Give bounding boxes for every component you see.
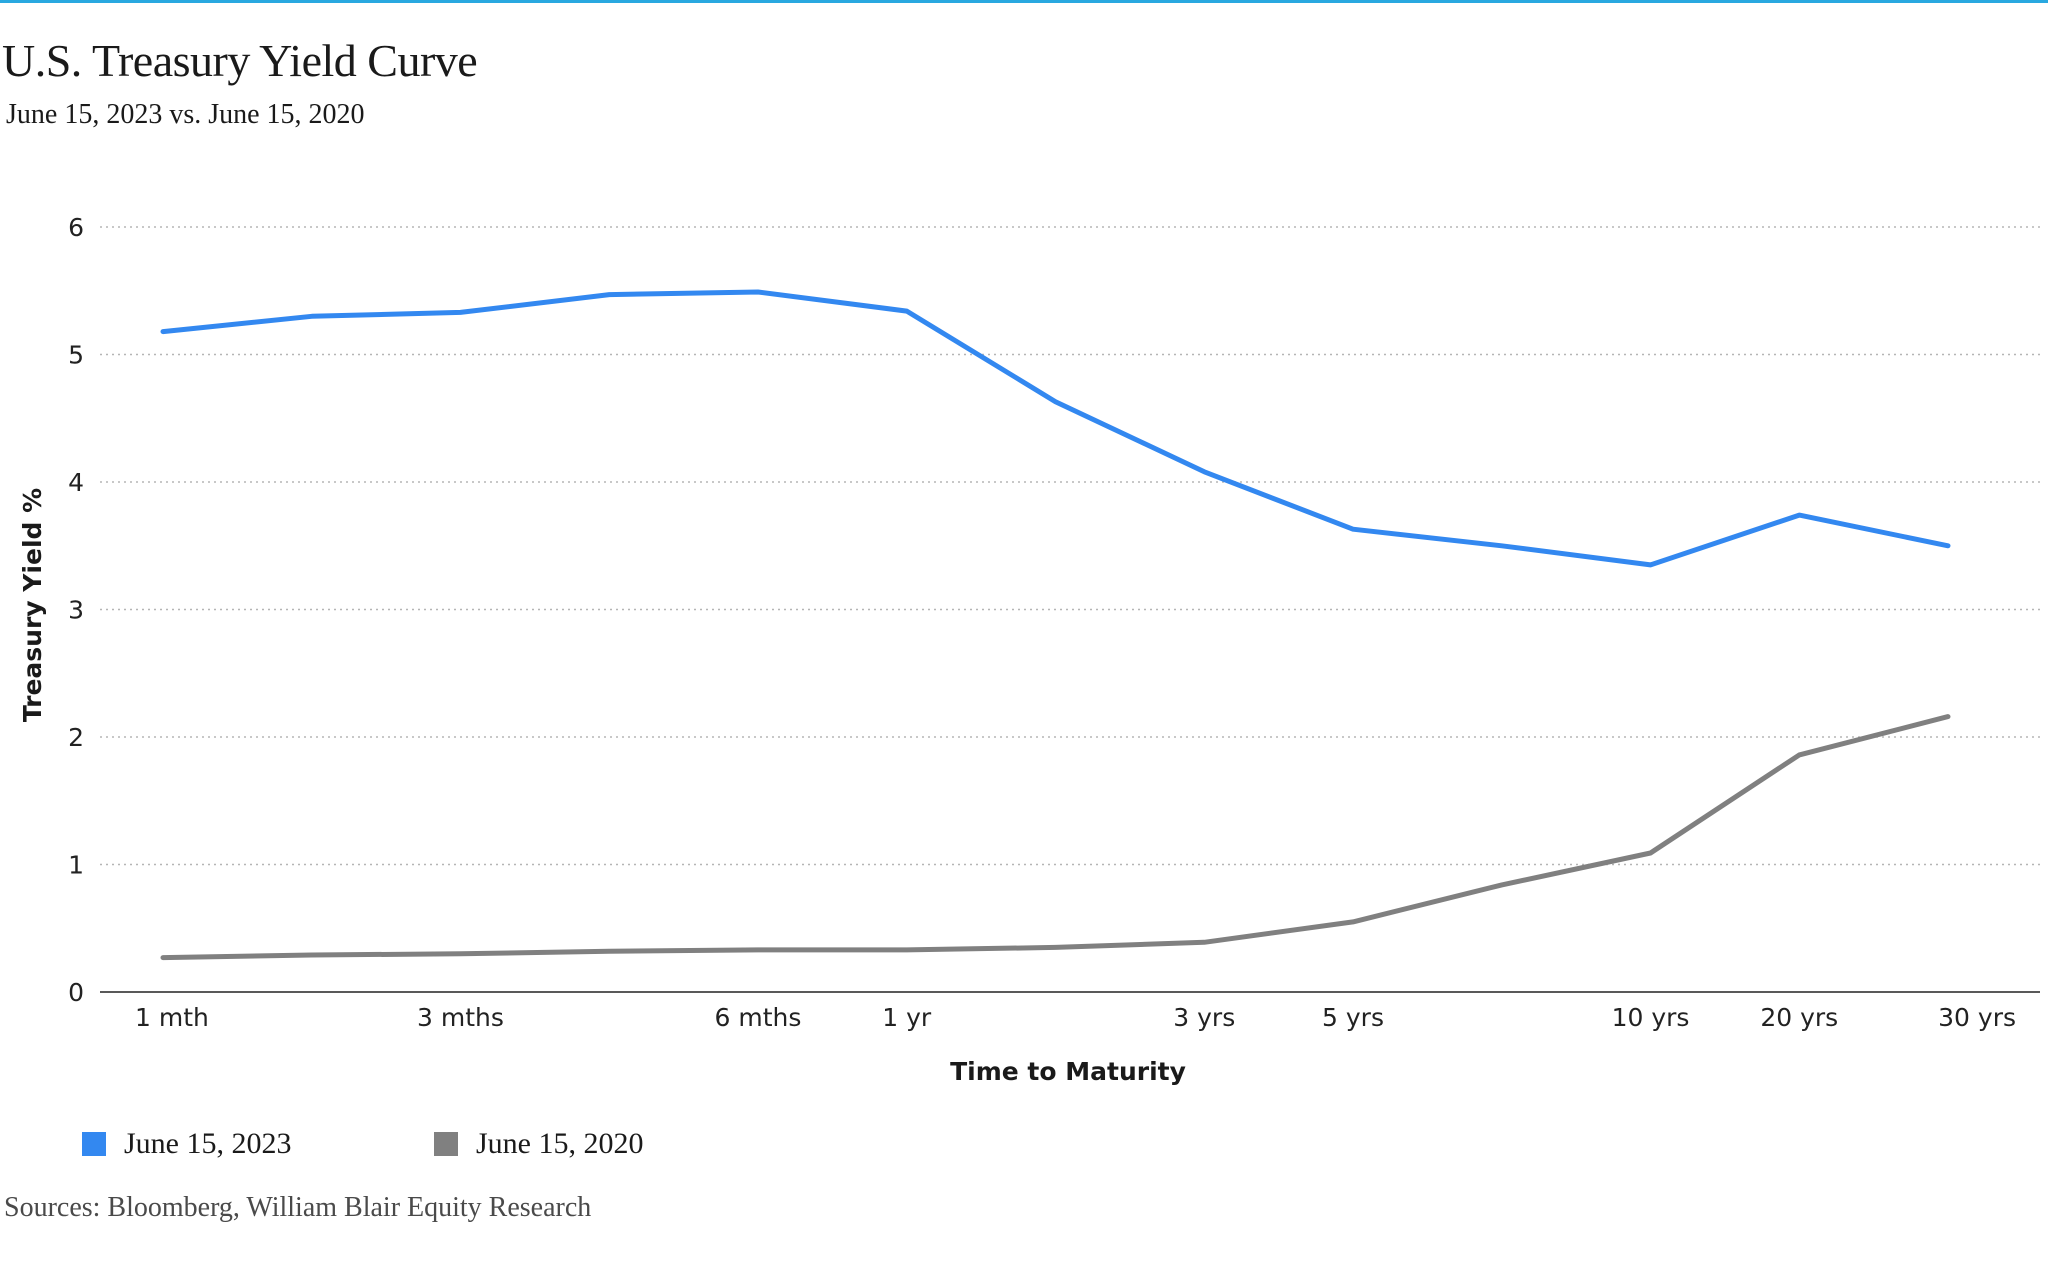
y-tick-label-6: 6 [68,213,84,242]
y-axis-title: Treasury Yield % [18,488,47,722]
x-axis-ticks: 1 mth 3 mths 6 mths 1 yr 3 yrs 5 yrs 10 yrs 20 … [135,1003,2016,1032]
chart-subtitle: June 15, 2023 vs. June 15, 2020 [6,99,365,130]
x-tick-label: 1 yr [882,1003,932,1032]
legend-item-2020: June 15, 2020 [434,1126,644,1162]
y-tick-label-3: 3 [68,596,84,625]
legend-swatch-2023 [82,1132,106,1156]
legend-label-2020: June 15, 2020 [476,1127,644,1160]
legend-item-2023: June 15, 2023 [82,1126,292,1162]
series-line-2020 [160,714,1951,961]
y-axis-ticks: 0 1 2 3 4 5 6 [68,213,84,1007]
gridlines [100,226,2040,866]
series-line-2023 [160,289,1951,568]
top-accent-rule [0,0,2048,3]
legend-swatch-2020 [434,1132,458,1156]
y-tick-label-2: 2 [68,723,84,752]
series-lines [160,289,1951,961]
x-tick-label: 3 yrs [1173,1003,1235,1032]
y-tick-label-0: 0 [68,978,84,1007]
x-axis-title: Time to Maturity [950,1057,1186,1086]
chart-title: U.S. Treasury Yield Curve [2,35,478,86]
x-tick-label: 20 yrs [1760,1003,1838,1032]
x-tick-label: 30 yrs [1938,1003,2016,1032]
y-tick-label-1: 1 [68,851,84,880]
legend-label-2023: June 15, 2023 [124,1127,292,1160]
x-tick-label: 5 yrs [1322,1003,1384,1032]
source-note: Sources: Bloomberg, William Blair Equity… [4,1192,592,1223]
x-tick-label: 6 mths [715,1003,802,1032]
x-tick-label: 1 mth [135,1003,209,1032]
x-tick-label: 3 mths [417,1003,504,1032]
y-tick-label-4: 4 [68,468,84,497]
x-tick-label: 10 yrs [1612,1003,1690,1032]
y-tick-label-5: 5 [68,341,84,370]
